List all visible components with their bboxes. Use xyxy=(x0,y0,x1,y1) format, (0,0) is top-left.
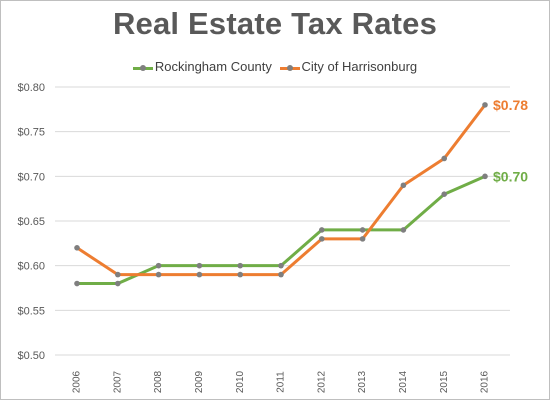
legend-label-harrisonburg: City of Harrisonburg xyxy=(301,59,418,75)
legend-swatch-rockingham xyxy=(132,63,153,73)
x-tick-label: 2013 xyxy=(357,370,368,393)
chart-legend: Rockingham County City of Harrisonburg xyxy=(0,58,550,74)
x-tick-label: 2011 xyxy=(276,371,287,393)
x-tick-label: 2014 xyxy=(398,370,409,393)
chart-title: Real Estate Tax Rates xyxy=(112,6,438,41)
data-point xyxy=(400,182,407,189)
y-tick-label: $0.50 xyxy=(17,350,45,362)
end-labels: $0.70 $0.78 xyxy=(493,97,528,184)
data-point xyxy=(237,262,243,269)
data-point xyxy=(74,280,80,287)
series-lines xyxy=(74,102,488,287)
x-tick-label: 2012 xyxy=(316,370,327,393)
y-tick-label: $0.65 xyxy=(17,216,45,228)
y-tick-label: $0.70 xyxy=(17,171,45,183)
x-axis: 2006 2007 2008 2009 2010 2011 2012 2013 2014 2015… xyxy=(72,370,491,393)
legend-label-rockingham: Rockingham County xyxy=(154,59,272,75)
y-axis: $0.50 $0.55 $0.60 $0.65 $0.70 $0.75 $0.80 xyxy=(17,82,45,362)
legend-item-rockingham: Rockingham County xyxy=(132,59,272,75)
data-point xyxy=(155,262,162,269)
data-point xyxy=(196,262,203,269)
data-point xyxy=(278,271,284,278)
data-point xyxy=(278,262,284,269)
x-tick-label: 2008 xyxy=(153,370,164,393)
x-tick-label: 2009 xyxy=(194,370,205,393)
data-point xyxy=(359,227,366,233)
y-tick-label: $0.80 xyxy=(17,82,45,94)
legend-item-harrisonburg: City of Harrisonburg xyxy=(279,59,418,75)
data-point xyxy=(441,191,448,197)
data-point xyxy=(115,280,121,287)
legend-swatch-harrisonburg xyxy=(279,63,300,73)
x-tick-label: 2016 xyxy=(480,370,491,393)
data-point xyxy=(237,271,243,278)
data-point xyxy=(482,102,488,108)
data-point xyxy=(400,227,407,233)
data-point xyxy=(115,271,121,278)
series-line-1 xyxy=(75,103,487,277)
y-tick-label: $0.55 xyxy=(17,305,45,317)
data-point xyxy=(482,173,488,180)
data-point xyxy=(196,271,203,278)
x-tick-label: 2015 xyxy=(439,370,450,393)
end-label-1: $0.78 xyxy=(493,97,528,113)
x-tick-label: 2010 xyxy=(235,370,246,393)
end-label-0: $0.70 xyxy=(493,168,528,184)
data-point xyxy=(359,236,366,242)
gridlines xyxy=(55,86,510,356)
data-point xyxy=(319,227,325,233)
x-tick-label: 2007 xyxy=(112,370,123,393)
data-point xyxy=(74,245,80,251)
y-tick-label: $0.60 xyxy=(17,261,45,273)
x-tick-label: 2006 xyxy=(72,370,83,393)
data-point xyxy=(441,155,448,162)
y-tick-label: $0.75 xyxy=(17,127,45,139)
data-point xyxy=(319,236,325,242)
data-point xyxy=(155,271,162,278)
